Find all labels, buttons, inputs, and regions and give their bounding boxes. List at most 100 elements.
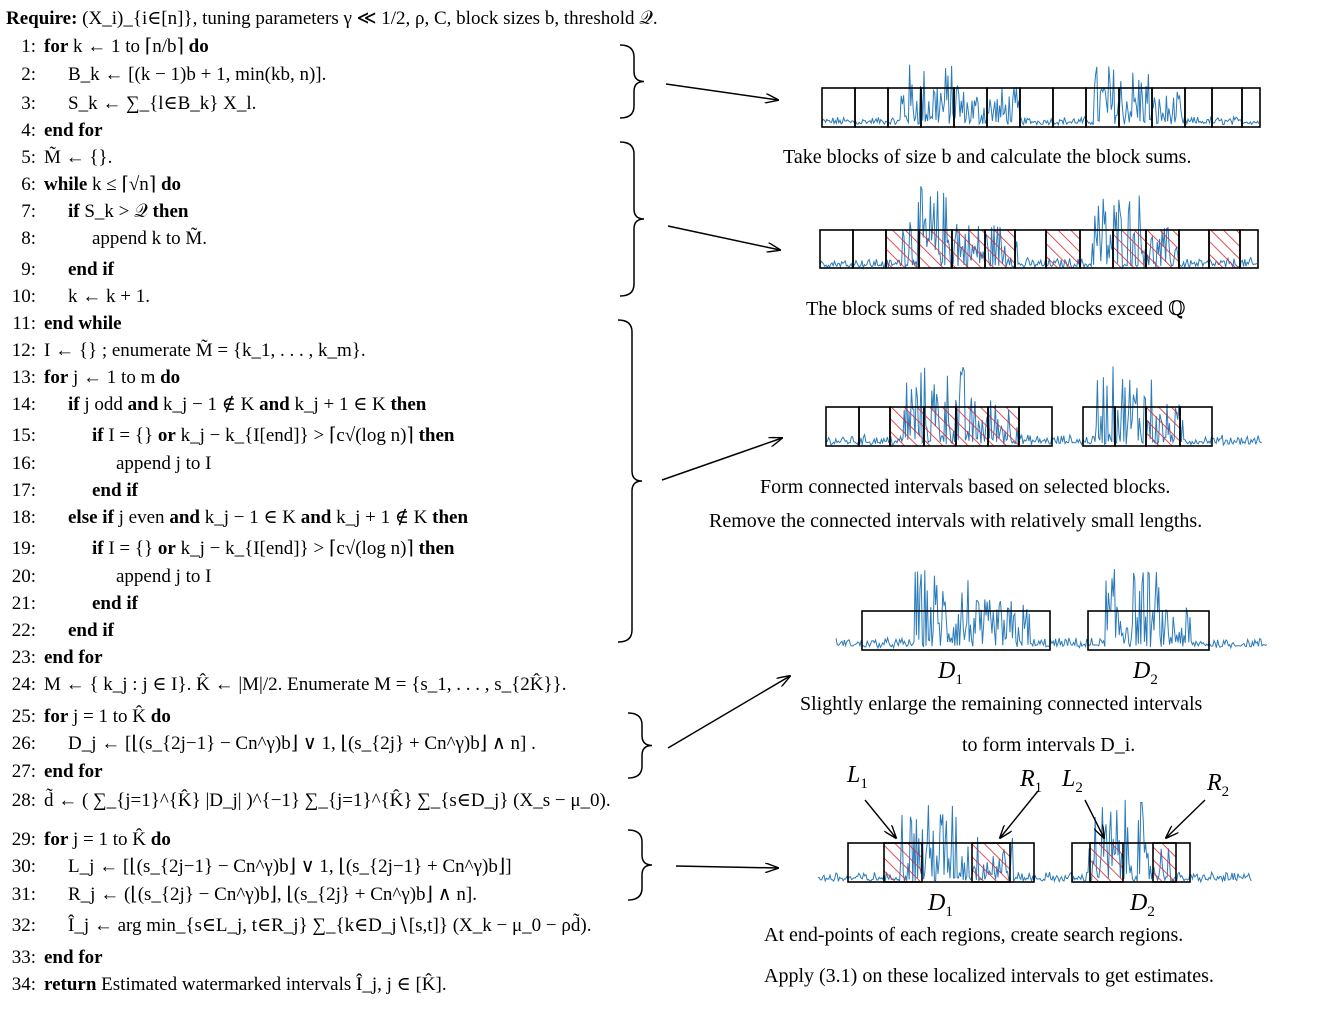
- line-number: 25:: [11, 706, 36, 727]
- brace: [627, 829, 653, 901]
- line-number: 24:: [11, 674, 36, 695]
- label-arrow: [1084, 799, 1104, 838]
- line-text: append j to I: [116, 453, 212, 474]
- line-text: end while: [44, 313, 122, 334]
- caption-step4-line2: to form intervals D_i.: [962, 734, 1136, 756]
- brace: [619, 44, 645, 119]
- algorithm-line: 26: D_j ← [⌊(s_{2j−1} − Cn^γ)b⌋ ∨ 1, ⌊(s_…: [6, 730, 536, 757]
- block-box: [847, 842, 1035, 883]
- algorithm-require: Require: (X_i)_{i∈[n]}, tuning parameter…: [6, 8, 658, 29]
- caption-step2-text: The block sums of red shaded blocks exce…: [806, 298, 1186, 320]
- hatched-block: [1113, 230, 1146, 268]
- line-text: M ← { k_j : j ∈ I}. K̂ ← |M|/2. Enumerat…: [44, 674, 567, 695]
- block-box: [1052, 87, 1087, 128]
- hatched-block: [985, 230, 1015, 268]
- line-number: 8:: [21, 228, 36, 249]
- line-number: 15:: [11, 425, 36, 446]
- line-text: if I = {} or k_j − k_{I[end]} > ⌈c√(log …: [92, 425, 455, 446]
- line-number: 14:: [11, 394, 36, 415]
- signal-trace: [821, 64, 1260, 127]
- line-number: 18:: [11, 507, 36, 528]
- algorithm-line: 18: else if j even and k_j − 1 ∈ K and k_…: [6, 504, 468, 531]
- arrows: [661, 83, 790, 868]
- flow-arrow: [667, 225, 780, 250]
- panel-step1: [821, 64, 1261, 128]
- line-text: end if: [68, 259, 114, 280]
- line-text: end for: [44, 761, 103, 782]
- algorithm-line: 34: return Estimated watermarked interval…: [6, 971, 447, 998]
- line-number: 32:: [11, 915, 36, 936]
- brace: [627, 712, 653, 779]
- label-D2-bottom: D2: [1130, 890, 1155, 920]
- algorithm-line: 33: end for: [6, 944, 103, 971]
- algorithm-line: 3: S_k ← ∑_{l∈B_k} X_l.: [6, 90, 256, 117]
- line-text: append j to I: [116, 566, 212, 587]
- hatched-block: [886, 230, 919, 268]
- label-R1: R1: [1020, 766, 1043, 796]
- algorithm-line: 23: end for: [6, 644, 103, 671]
- line-number: 26:: [11, 733, 36, 754]
- line-text: for j = 1 to K̂ do: [44, 706, 171, 727]
- line-number: 19:: [11, 538, 36, 559]
- algorithm-line: 25: for j = 1 to K̂ do: [6, 703, 171, 730]
- line-text: if I = {} or k_j − k_{I[end]} > ⌈c√(log …: [92, 538, 455, 559]
- line-text: for j ← 1 to m do: [44, 367, 181, 388]
- block-box: [1018, 406, 1053, 447]
- algorithm-line: 29: for j = 1 to K̂ do: [6, 826, 171, 853]
- line-text: while k ≤ ⌈√n⌉ do: [44, 174, 182, 195]
- hatched-block: [1209, 230, 1240, 268]
- line-text: Î_j ← arg min_{s∈L_j, t∈R_j} ∑_{k∈D_j∖[s…: [68, 915, 592, 936]
- algorithm-line: 24: M ← { k_j : j ∈ I}. K̂ ← |M|/2. Enume…: [6, 671, 567, 698]
- line-number: 10:: [11, 286, 36, 307]
- line-text: return Estimated watermarked intervals Î…: [44, 974, 447, 995]
- line-number: 1:: [21, 36, 36, 57]
- line-number: 9:: [21, 259, 36, 280]
- algorithm-line: 20: append j to I: [6, 563, 212, 590]
- label-D1: D1: [938, 658, 963, 688]
- flow-arrow: [675, 866, 778, 868]
- hatched-block: [952, 230, 985, 268]
- block-box: [1071, 842, 1191, 883]
- label-arrow: [864, 799, 896, 838]
- line-number: 22:: [11, 620, 36, 641]
- block-box: [819, 229, 854, 269]
- hatched-block: [1046, 230, 1080, 268]
- search-region-L1: [883, 842, 923, 883]
- algorithm-line: 1: for k ← 1 to ⌈n/b⌉ do: [6, 33, 209, 60]
- flow-arrow: [661, 438, 782, 481]
- line-text: M̃ ← {}.: [44, 147, 113, 168]
- line-text: for j = 1 to K̂ do: [44, 829, 171, 850]
- algorithm-line: 12: I ← {} ; enumerate M̃ = {k_1, . . . ,…: [6, 337, 366, 364]
- algorithm-line: 22: end if: [6, 617, 114, 644]
- brace: [619, 141, 645, 297]
- algorithm-line: 7: if S_k > 𝒬 then: [6, 198, 188, 225]
- line-number: 2:: [21, 64, 36, 85]
- caption-step3-line2: Remove the connected intervals with rela…: [709, 510, 1203, 532]
- line-number: 5:: [21, 147, 36, 168]
- block-box: [1087, 610, 1210, 651]
- line-number: 30:: [11, 856, 36, 877]
- algorithm-line: 17: end if: [6, 477, 138, 504]
- algorithm-line: 10: k ← k + 1.: [6, 283, 150, 310]
- line-text: else if j even and k_j − 1 ∈ K and k_j +…: [68, 507, 469, 528]
- line-text: end for: [44, 947, 103, 968]
- algorithm-line: 8: append k to M̃.: [6, 225, 207, 252]
- line-number: 13:: [11, 367, 36, 388]
- brace: [617, 319, 643, 643]
- search-region-R1: [971, 842, 1011, 883]
- block-box: [986, 87, 1021, 128]
- line-text: I ← {} ; enumerate M̃ = {k_1, . . . , k_…: [44, 340, 366, 361]
- block-box: [1241, 87, 1261, 128]
- line-number: 7:: [21, 201, 36, 222]
- caption-step5-line2: Apply (3.1) on these localized intervals…: [764, 965, 1214, 987]
- algorithm-listing: Require: (X_i)_{i∈[n]}, tuning parameter…: [6, 4, 706, 995]
- search-region-R2: [1152, 842, 1177, 883]
- algorithm-line: 27: end for: [6, 758, 103, 785]
- algorithm-line: 30: L_j ← [⌊(s_{2j−1} − Cn^γ)b⌋ ∨ 1, ⌊(s_…: [6, 853, 512, 880]
- algorithm-line: 9: end if: [6, 256, 114, 283]
- label-R2: R2: [1207, 770, 1230, 800]
- flow-arrow: [665, 83, 778, 100]
- line-text: end for: [44, 647, 103, 668]
- line-text: k ← k + 1.: [68, 286, 150, 307]
- algorithm-line: 11: end while: [6, 310, 122, 337]
